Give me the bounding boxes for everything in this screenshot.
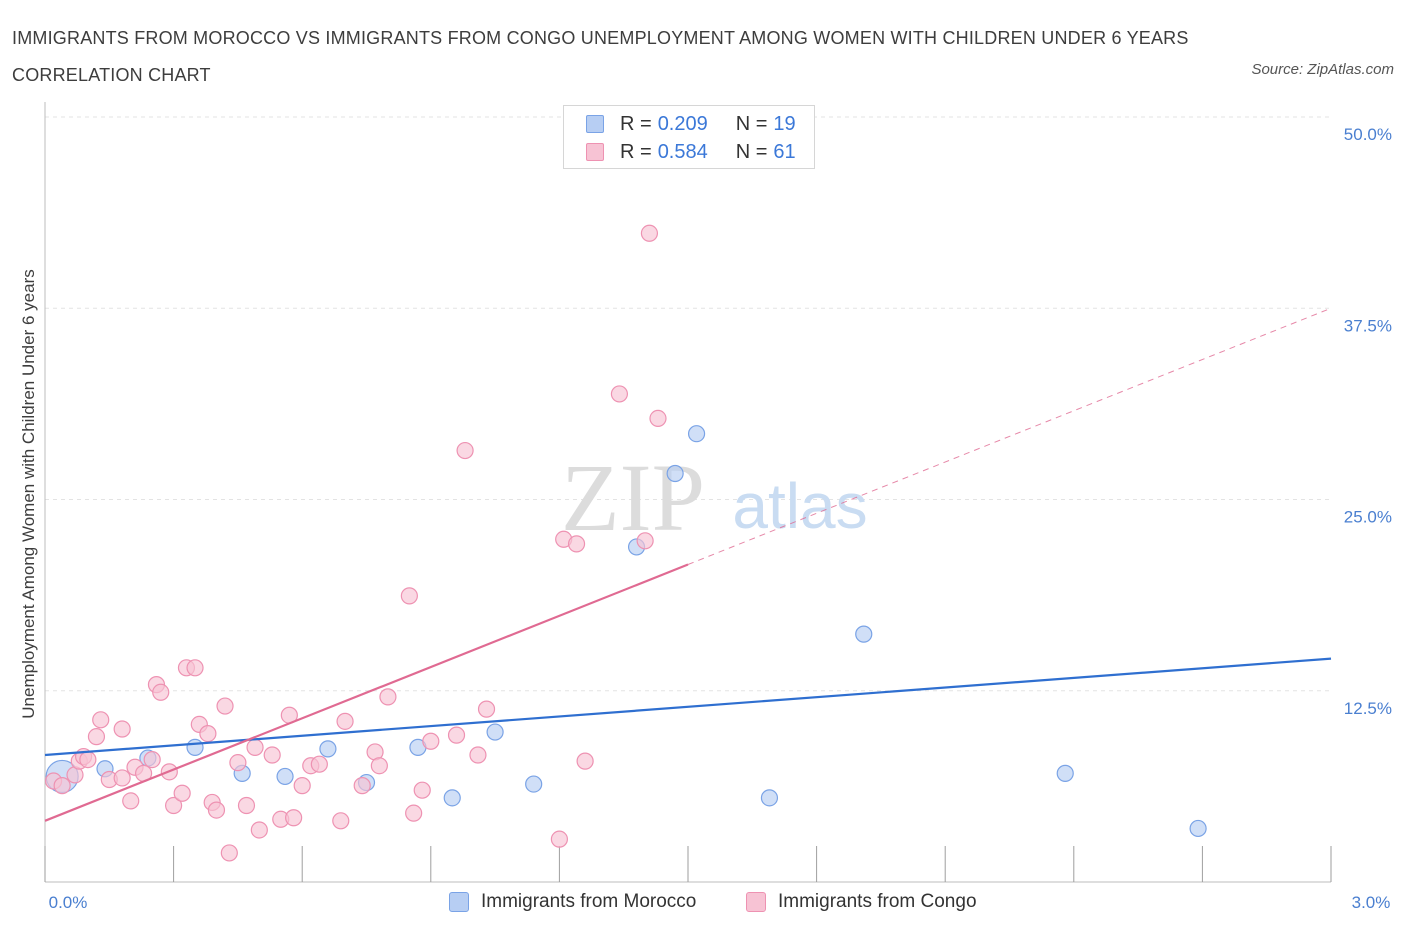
congo-point [456, 441, 474, 460]
congo-point [610, 385, 629, 403]
legend-n-label: N = [735, 140, 768, 163]
correlation-legend: R = 0.209 N = 19 R = 0.584 N = 61 [563, 105, 815, 169]
watermark-zip: ZIP [561, 444, 705, 551]
congo-point [122, 792, 140, 810]
congo-point [413, 781, 431, 799]
congo-point [293, 777, 311, 795]
morocco-point [666, 464, 684, 483]
congo-point [186, 659, 204, 677]
x-tick-labels: 0.0% 3.0% [49, 893, 1391, 912]
congo-point [207, 801, 226, 819]
morocco-point [1189, 819, 1207, 838]
morocco-point [186, 738, 204, 756]
congo-point [379, 688, 397, 706]
legend-n-label: N = [735, 112, 768, 135]
morocco-point [855, 625, 873, 643]
congo-point [285, 809, 303, 827]
congo-point [469, 746, 487, 764]
legend-row-congo: R = 0.584 N = 61 [586, 140, 796, 164]
congo-point [405, 804, 423, 822]
congo-point [53, 777, 71, 795]
congo-point [92, 711, 110, 729]
morocco-point [443, 789, 461, 807]
watermark-atlas: atlas [732, 470, 867, 542]
congo-point [113, 720, 131, 738]
congo-point [220, 844, 238, 862]
bottom-legend-morocco: Immigrants from Morocco [449, 889, 696, 915]
congo-point [353, 777, 371, 795]
x-tick-label-min: 0.0% [49, 893, 88, 912]
congo-point [477, 700, 496, 718]
congo-point [79, 750, 97, 769]
bottom-legend-swatch-congo [746, 892, 766, 912]
y-tick-labels: 12.5% 25.0% 37.5% 50.0% [1344, 125, 1392, 718]
morocco-trend-line [44, 657, 1332, 757]
source-label: Source: ZipAtlas.com [1251, 61, 1394, 78]
bottom-legend-label-morocco: Immigrants from Morocco [481, 891, 697, 912]
morocco-point [486, 723, 504, 741]
congo-trend-line-extension [687, 307, 1332, 565]
chart-title: IMMIGRANTS FROM MOROCCO VS IMMIGRANTS FR… [12, 28, 1189, 85]
axes [44, 102, 1332, 883]
legend-r-value-morocco: 0.209 [657, 112, 708, 135]
legend-swatch-congo [586, 143, 604, 161]
congo-point [422, 732, 440, 750]
congo-point [229, 754, 247, 772]
legend-r-label: R = [620, 112, 652, 135]
y-tick-label: 37.5% [1344, 316, 1392, 335]
congo-point [576, 752, 594, 770]
bottom-legend-swatch-morocco [449, 892, 469, 912]
congo-point [199, 724, 217, 743]
morocco-point [319, 740, 337, 758]
congo-trend-line [44, 563, 689, 822]
congo-point [370, 757, 388, 775]
watermark: ZIP atlas [561, 444, 868, 551]
y-tick-label: 12.5% [1344, 699, 1392, 718]
congo-point [400, 587, 418, 605]
legend-n-value-congo: 61 [773, 140, 796, 163]
congo-point [246, 738, 264, 756]
congo-point [237, 796, 256, 815]
bottom-legend-congo: Immigrants from Congo [746, 889, 977, 915]
legend-n-value-morocco: 19 [773, 112, 796, 135]
congo-point [173, 784, 191, 802]
legend-swatch-morocco [586, 115, 604, 133]
series-congo-points [44, 224, 667, 862]
morocco-point [525, 775, 543, 793]
congo-point [310, 755, 328, 773]
morocco-point [687, 425, 706, 443]
congo-point [216, 697, 234, 715]
bottom-legend-label-congo: Immigrants from Congo [778, 891, 977, 912]
congo-point [550, 830, 569, 848]
y-tick-label: 50.0% [1344, 125, 1392, 144]
grid-lines [45, 116, 1331, 692]
congo-point [263, 746, 281, 764]
x-tick-label-max: 3.0% [1352, 893, 1391, 912]
morocco-point [1056, 764, 1074, 782]
trend-lines [44, 307, 1332, 822]
legend-r-value-congo: 0.584 [657, 140, 708, 163]
congo-point [87, 728, 106, 746]
y-tick-label: 25.0% [1344, 508, 1392, 527]
congo-point [636, 532, 654, 550]
congo-point [640, 224, 659, 242]
legend-r-label: R = [620, 140, 652, 163]
legend-row-morocco: R = 0.209 N = 19 [586, 112, 796, 136]
morocco-point [760, 789, 779, 807]
congo-point [332, 812, 350, 830]
congo-point [447, 726, 466, 744]
congo-point [165, 796, 183, 815]
congo-point [336, 712, 354, 730]
y-axis-label: Unemployment Among Women with Children U… [19, 269, 38, 718]
congo-point [250, 821, 268, 839]
morocco-point [276, 767, 294, 786]
congo-point [143, 750, 161, 769]
congo-point [113, 769, 131, 787]
congo-point [152, 683, 170, 701]
congo-point [567, 535, 586, 553]
congo-point [649, 409, 667, 428]
